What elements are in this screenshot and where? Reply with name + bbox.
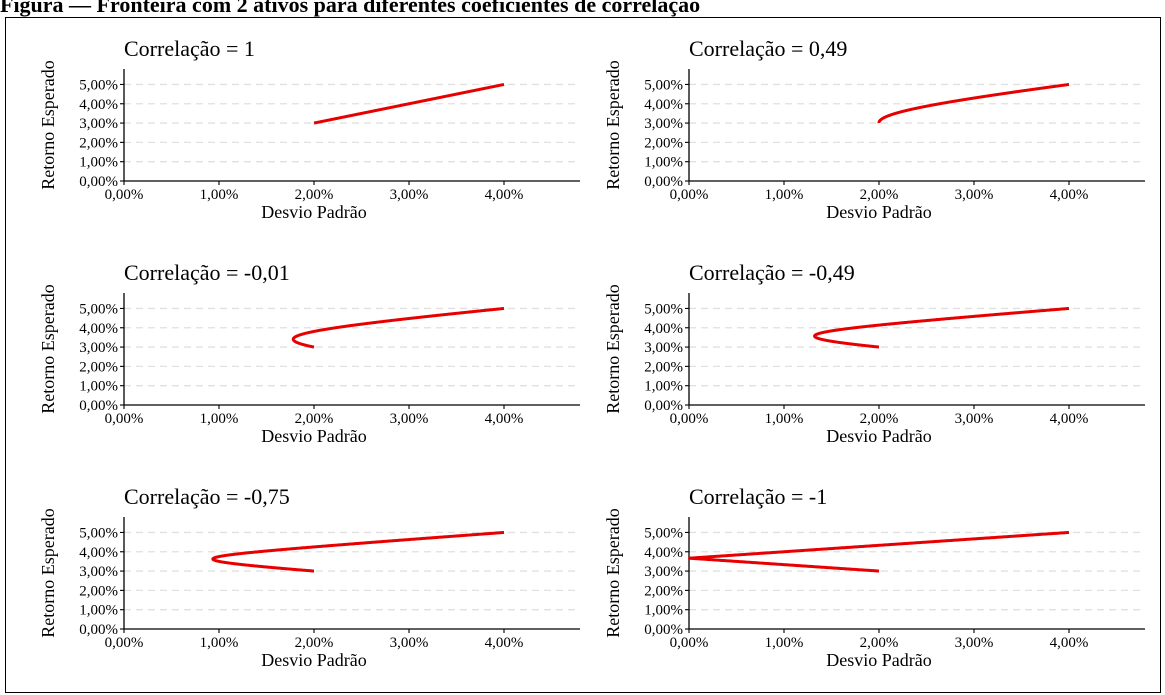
frontier-line xyxy=(291,306,505,349)
y-tick-label: 4,00% xyxy=(79,321,118,337)
y-tick-label: 5,00% xyxy=(79,301,118,317)
frontier-line xyxy=(211,530,505,573)
x-tick-label: 4,00% xyxy=(485,411,524,427)
y-tick-label: 4,00% xyxy=(79,97,118,113)
y-tick-label: 2,00% xyxy=(644,583,683,599)
x-tick-label: 2,00% xyxy=(860,635,899,651)
x-tick-label: 0,00% xyxy=(670,187,709,203)
x-tick-label: 2,00% xyxy=(295,635,334,651)
x-tick-label: 1,00% xyxy=(765,411,804,427)
chart-panel-3: 0,00% 1,00% 2,00% 3,00% 4,00% 5,00% 0,00% 1,00%… xyxy=(38,260,580,446)
x-tick-label: 2,00% xyxy=(295,411,334,427)
y-tick-label: 0,00% xyxy=(79,398,118,414)
x-tick-label: 3,00% xyxy=(955,411,994,427)
x-tick-label: 0,00% xyxy=(105,187,144,203)
y-tick-label: 0,00% xyxy=(79,622,118,638)
y-axis-label: Retorno Esperado xyxy=(38,60,58,189)
y-tick-label: 0,00% xyxy=(79,174,118,190)
y-tick-label: 4,00% xyxy=(644,97,683,113)
x-tick-label: 0,00% xyxy=(670,411,709,427)
frontier-line xyxy=(813,306,1070,349)
x-tick-label: 4,00% xyxy=(1050,187,1089,203)
figure-title: Figura — Fronteira com 2 ativos para dif… xyxy=(0,0,701,17)
x-tick-label: 3,00% xyxy=(955,187,994,203)
y-tick-label: 2,00% xyxy=(644,359,683,375)
y-tick-label: 3,00% xyxy=(79,564,118,580)
x-axis-label: Desvio Padrão xyxy=(261,202,366,222)
x-tick-label: 2,00% xyxy=(860,411,899,427)
chart-panel-6: 0,00% 1,00% 2,00% 3,00% 4,00% 5,00% 0,00% 1,00%… xyxy=(603,484,1145,670)
chart-panel-5: 0,00% 1,00% 2,00% 3,00% 4,00% 5,00% 0,00% 1,00%… xyxy=(38,484,580,670)
y-tick-label: 1,00% xyxy=(644,379,683,395)
x-tick-label: 3,00% xyxy=(955,635,994,651)
y-tick-label: 0,00% xyxy=(644,174,683,190)
x-tick-label: 0,00% xyxy=(105,411,144,427)
y-axis-label: Retorno Esperado xyxy=(603,508,623,637)
x-tick-label: 4,00% xyxy=(485,635,524,651)
y-tick-label: 2,00% xyxy=(79,359,118,375)
chart-title: Correlação = 1 xyxy=(124,36,255,61)
y-tick-label: 5,00% xyxy=(79,77,118,93)
chart-panel-4: 0,00% 1,00% 2,00% 3,00% 4,00% 5,00% 0,00% 1,00%… xyxy=(603,260,1145,446)
y-tick-label: 4,00% xyxy=(79,545,118,561)
y-tick-label: 1,00% xyxy=(79,379,118,395)
y-tick-label: 2,00% xyxy=(644,135,683,151)
y-tick-label: 5,00% xyxy=(644,301,683,317)
y-axis-label: Retorno Esperado xyxy=(38,284,58,413)
y-tick-label: 2,00% xyxy=(79,135,118,151)
chart-title: Correlação = -0,01 xyxy=(124,260,290,285)
y-tick-label: 3,00% xyxy=(79,340,118,356)
frontier-line xyxy=(312,82,506,125)
x-tick-label: 3,00% xyxy=(390,187,429,203)
x-axis-label: Desvio Padrão xyxy=(261,426,366,446)
figure-frame xyxy=(5,17,1161,693)
x-axis-label: Desvio Padrão xyxy=(826,202,931,222)
x-tick-label: 1,00% xyxy=(200,635,239,651)
chart-panel-1: 0,00% 1,00% 2,00% 3,00% 4,00% 5,00% 0,00% 1,00%… xyxy=(38,36,580,222)
y-tick-label: 1,00% xyxy=(644,603,683,619)
chart-title: Correlação = -0,49 xyxy=(689,260,855,285)
x-tick-label: 1,00% xyxy=(200,187,239,203)
x-axis-label: Desvio Padrão xyxy=(826,426,931,446)
y-tick-label: 3,00% xyxy=(644,564,683,580)
x-tick-label: 2,00% xyxy=(860,187,899,203)
chart-title: Correlação = -1 xyxy=(689,484,827,509)
y-axis-label: Retorno Esperado xyxy=(603,284,623,413)
x-tick-label: 4,00% xyxy=(1050,411,1089,427)
x-tick-label: 3,00% xyxy=(390,411,429,427)
y-tick-label: 4,00% xyxy=(644,321,683,337)
x-tick-label: 2,00% xyxy=(295,187,334,203)
y-tick-label: 1,00% xyxy=(79,155,118,171)
y-tick-label: 5,00% xyxy=(79,525,118,541)
x-tick-label: 4,00% xyxy=(1050,635,1089,651)
x-tick-label: 1,00% xyxy=(765,187,804,203)
y-tick-label: 3,00% xyxy=(644,340,683,356)
y-tick-label: 0,00% xyxy=(644,622,683,638)
x-tick-label: 1,00% xyxy=(765,635,804,651)
y-tick-label: 0,00% xyxy=(644,398,683,414)
frontier-line xyxy=(687,530,1070,573)
chart-panel-2: 0,00% 1,00% 2,00% 3,00% 4,00% 5,00% 0,00% 1,00%… xyxy=(603,36,1145,222)
y-tick-label: 1,00% xyxy=(79,603,118,619)
y-axis-label: Retorno Esperado xyxy=(38,508,58,637)
y-tick-label: 3,00% xyxy=(79,116,118,132)
x-axis-label: Desvio Padrão xyxy=(261,650,366,670)
x-tick-label: 3,00% xyxy=(390,635,429,651)
frontier-line xyxy=(877,82,1070,125)
x-axis-label: Desvio Padrão xyxy=(826,650,931,670)
chart-title: Correlação = 0,49 xyxy=(689,36,847,61)
y-tick-label: 5,00% xyxy=(644,525,683,541)
x-tick-label: 0,00% xyxy=(670,635,709,651)
y-tick-label: 3,00% xyxy=(644,116,683,132)
y-tick-label: 1,00% xyxy=(644,155,683,171)
y-tick-label: 5,00% xyxy=(644,77,683,93)
x-tick-label: 4,00% xyxy=(485,187,524,203)
chart-title: Correlação = -0,75 xyxy=(124,484,290,509)
x-tick-label: 0,00% xyxy=(105,635,144,651)
y-axis-label: Retorno Esperado xyxy=(603,60,623,189)
y-tick-label: 4,00% xyxy=(644,545,683,561)
y-tick-label: 2,00% xyxy=(79,583,118,599)
x-tick-label: 1,00% xyxy=(200,411,239,427)
